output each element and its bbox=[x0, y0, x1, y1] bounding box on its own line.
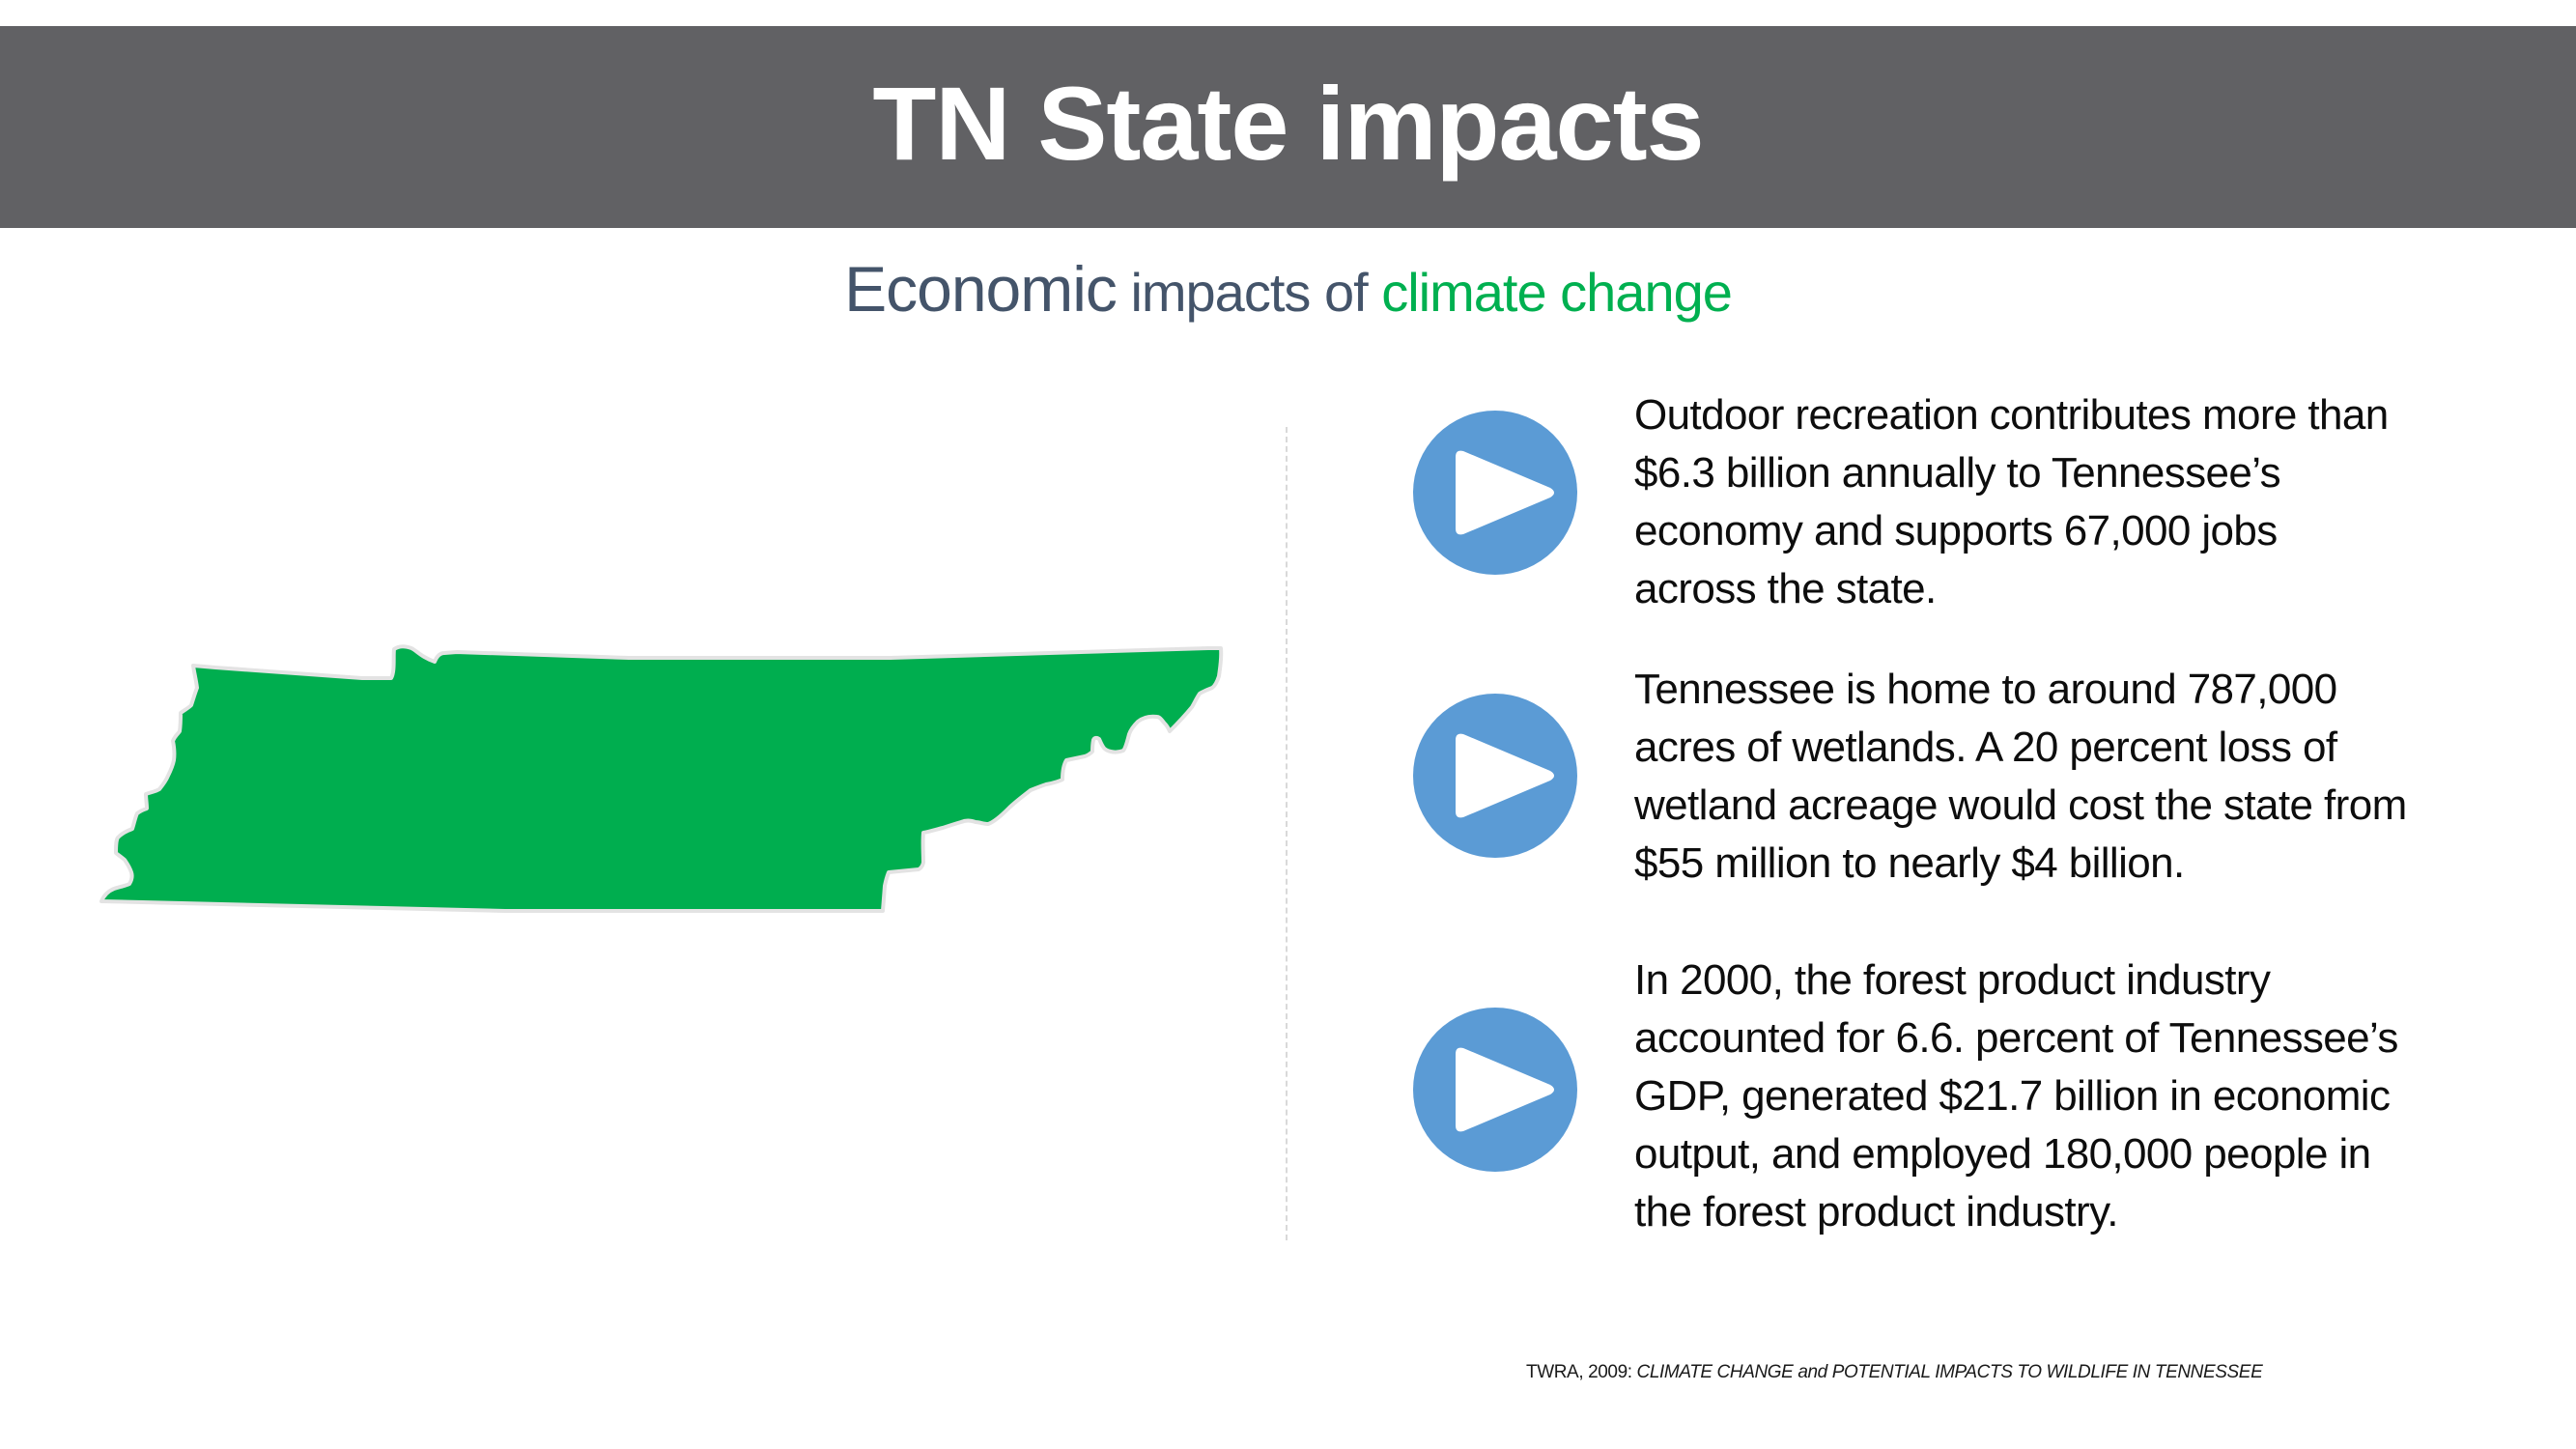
subtitle-economic: Economic bbox=[844, 253, 1118, 325]
bullet-text-wetlands: Tennessee is home to around 787,000 acre… bbox=[1634, 666, 2407, 887]
page-title: TN State impacts bbox=[872, 64, 1704, 182]
play-circle-icon bbox=[1413, 1008, 1577, 1172]
bullet-text-outdoor-recreation: Outdoor recreation contributes more than… bbox=[1634, 391, 2389, 612]
title-bar: TN State impacts bbox=[0, 26, 2576, 228]
play-triangle-icon bbox=[1456, 450, 1554, 535]
subtitle: Economic impacts of climate change bbox=[0, 257, 2576, 321]
citation-title-2: and bbox=[1798, 1362, 1827, 1382]
play-circle-icon bbox=[1413, 694, 1577, 858]
play-triangle-icon bbox=[1456, 1047, 1554, 1132]
vertical-dashed-divider bbox=[1286, 427, 1288, 1240]
tennessee-state-shape bbox=[99, 644, 1224, 913]
bullet-text-forest-industry: In 2000, the forest product industry acc… bbox=[1634, 956, 2398, 1236]
citation-title-1: CLIMATE CHANGE bbox=[1636, 1362, 1798, 1382]
citation-title-3: POTENTIAL IMPACTS TO WILDLIFE IN TENNESS… bbox=[1826, 1362, 2263, 1382]
citation-prefix: TWRA, 2009: bbox=[1526, 1362, 1637, 1382]
play-triangle-icon bbox=[1456, 733, 1554, 818]
play-circle-icon bbox=[1413, 411, 1577, 575]
subtitle-climate-change: climate change bbox=[1381, 262, 1733, 323]
source-citation: TWRA, 2009: CLIMATE CHANGE and POTENTIAL… bbox=[1526, 1362, 2395, 1383]
subtitle-impacts-of: impacts of bbox=[1116, 262, 1382, 323]
